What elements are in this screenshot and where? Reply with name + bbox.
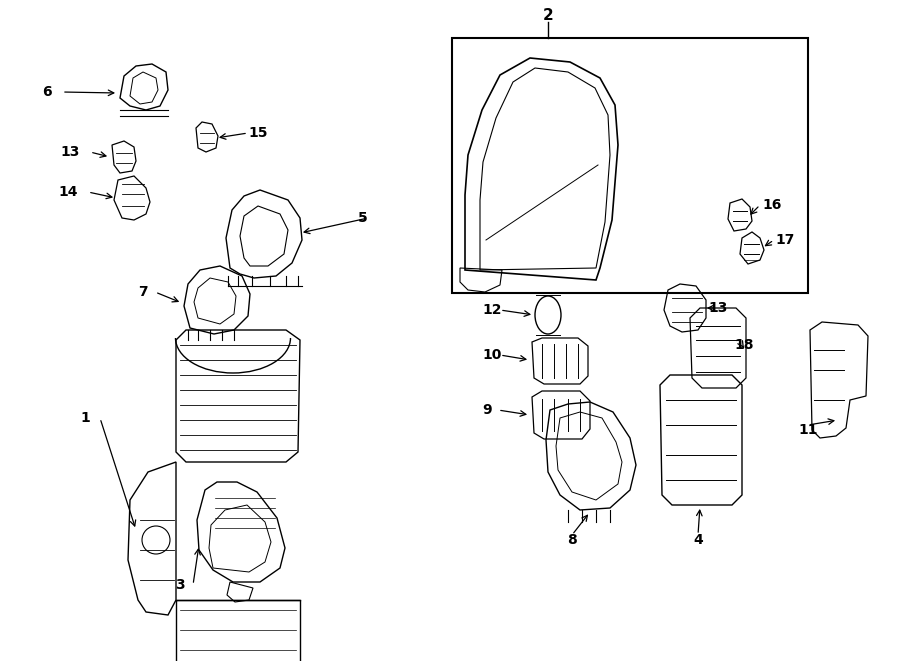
Text: 12: 12 (482, 303, 501, 317)
Text: 10: 10 (482, 348, 501, 362)
Text: 13: 13 (60, 145, 79, 159)
Text: 2: 2 (543, 7, 553, 22)
Text: 11: 11 (798, 423, 818, 437)
Text: 7: 7 (138, 285, 148, 299)
Text: 14: 14 (58, 185, 77, 199)
Text: 13: 13 (708, 301, 728, 315)
Text: 9: 9 (482, 403, 491, 417)
Text: 16: 16 (762, 198, 781, 212)
Text: 4: 4 (693, 533, 703, 547)
Text: 5: 5 (358, 211, 368, 225)
Text: 1: 1 (80, 411, 90, 425)
Text: 6: 6 (42, 85, 51, 99)
Text: 8: 8 (567, 533, 577, 547)
Text: 15: 15 (248, 126, 267, 140)
Text: 3: 3 (175, 578, 184, 592)
Text: 18: 18 (734, 338, 754, 352)
Text: 17: 17 (775, 233, 795, 247)
Bar (452, 38, 808, 293)
